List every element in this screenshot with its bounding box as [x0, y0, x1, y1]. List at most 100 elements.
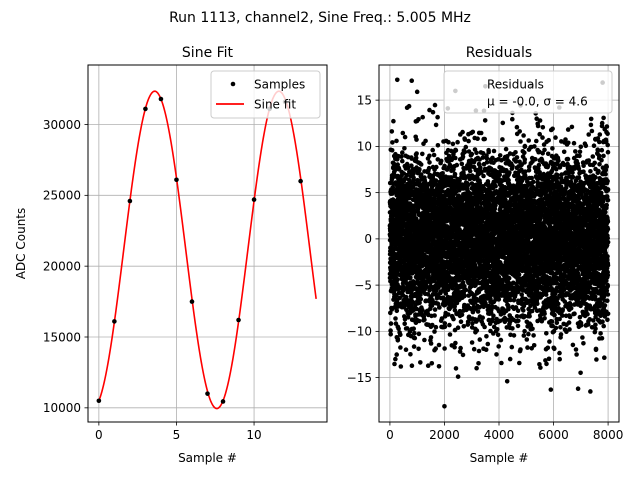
- residual-point: [506, 305, 511, 311]
- residual-point: [420, 307, 425, 313]
- residual-point: [503, 146, 509, 152]
- residual-point: [389, 129, 395, 134]
- residual-point: [510, 163, 515, 169]
- residual-point: [471, 346, 477, 352]
- residual-point: [389, 148, 395, 153]
- residual-point: [435, 143, 441, 148]
- residual-point: [412, 330, 417, 336]
- residual-point: [450, 141, 456, 147]
- residual-point: [398, 332, 403, 338]
- residual-point: [422, 179, 428, 185]
- residual-point: [430, 147, 436, 153]
- residual-point: [409, 156, 415, 161]
- residual-point: [400, 150, 405, 155]
- sine-fit-grid: [88, 65, 327, 422]
- residual-point: [432, 313, 437, 318]
- residual-point: [495, 332, 501, 338]
- residual-point: [414, 137, 419, 142]
- residual-point: [433, 178, 439, 183]
- residual-point: [431, 152, 437, 158]
- residual-point: [414, 151, 419, 156]
- residual-point: [442, 321, 448, 326]
- residual-point: [402, 134, 408, 140]
- residual-point: [521, 133, 526, 138]
- legend-samples-marker: [230, 81, 236, 87]
- sine-fit-xlabel: Sample #: [178, 451, 237, 465]
- residual-point: [482, 136, 488, 142]
- residual-point: [510, 116, 515, 122]
- residual-point: [507, 356, 513, 362]
- residual-point: [452, 344, 457, 350]
- residual-point: [416, 117, 421, 122]
- residual-point: [474, 365, 479, 371]
- residual-point: [447, 322, 452, 328]
- residual-point: [517, 129, 522, 134]
- sine-fit-ylabel: ADC Counts: [14, 208, 28, 280]
- residual-point: [393, 167, 398, 173]
- residual-point: [395, 173, 401, 179]
- residual-point: [458, 345, 463, 351]
- residual-point: [474, 328, 480, 333]
- residual-point: [451, 316, 456, 322]
- residual-point: [418, 172, 424, 177]
- residual-point: [409, 363, 415, 369]
- residual-point: [518, 139, 523, 144]
- residual-point: [406, 103, 412, 109]
- residual-point: [506, 276, 512, 281]
- residual-point: [513, 150, 518, 155]
- sample-point: [158, 96, 164, 102]
- residual-point: [474, 150, 479, 156]
- residual-point: [460, 129, 465, 135]
- sample-point: [127, 198, 133, 204]
- residual-point: [412, 335, 418, 341]
- sample-point: [205, 391, 210, 396]
- residual-point: [435, 301, 441, 307]
- sine-fit-ytick-label: 10000: [43, 401, 81, 415]
- residual-point: [420, 151, 425, 157]
- residual-point: [404, 161, 410, 167]
- residual-point: [428, 341, 434, 346]
- residual-point: [517, 360, 522, 366]
- sine-fit-xtick-label: 10: [246, 428, 261, 442]
- residual-point: [436, 364, 442, 369]
- residual-point: [496, 297, 502, 302]
- residual-point: [462, 149, 468, 155]
- residual-point: [432, 102, 438, 108]
- residual-point: [475, 136, 480, 141]
- sample-point: [174, 177, 179, 183]
- residual-point: [400, 130, 406, 136]
- residual-point: [453, 366, 459, 371]
- residual-point: [481, 173, 486, 179]
- residual-point: [461, 324, 467, 329]
- residual-point: [432, 307, 438, 312]
- residual-point: [403, 294, 409, 300]
- residual-point: [469, 340, 475, 345]
- sample-point: [251, 197, 257, 202]
- residual-point: [416, 346, 421, 352]
- residual-point: [394, 352, 400, 357]
- residual-point: [405, 315, 411, 320]
- residual-point: [511, 333, 517, 338]
- sine-fit-ytick-label: 30000: [43, 118, 81, 132]
- residual-point: [443, 291, 449, 296]
- residual-point: [417, 167, 422, 172]
- residual-point: [507, 170, 512, 175]
- residual-point: [398, 345, 403, 350]
- sine-fit-xtick-label: 5: [173, 428, 181, 442]
- residual-point: [404, 326, 410, 331]
- residual-point: [425, 363, 431, 369]
- residual-point: [438, 158, 444, 164]
- residual-point: [497, 172, 503, 178]
- residual-point: [476, 348, 482, 354]
- residual-point: [447, 332, 453, 337]
- residual-point: [434, 164, 439, 170]
- residual-point: [388, 332, 394, 337]
- residual-point: [413, 216, 419, 221]
- residual-point: [394, 138, 399, 144]
- residual-point: [516, 272, 522, 277]
- sine-fit-ytick-label: 20000: [43, 259, 81, 273]
- residual-point: [462, 293, 467, 299]
- residual-point: [408, 275, 413, 280]
- residual-point: [500, 120, 506, 126]
